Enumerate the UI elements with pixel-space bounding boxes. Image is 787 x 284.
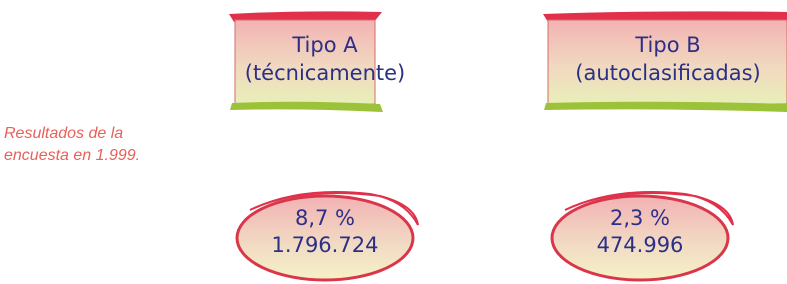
box-a: Tipo A (técnicamente) bbox=[229, 11, 405, 112]
ellipse-b: 2,3 % 474.996 bbox=[552, 192, 733, 280]
box-stroke bbox=[544, 102, 787, 112]
box-subtitle: (técnicamente) bbox=[245, 61, 405, 85]
count: 474.996 bbox=[597, 233, 684, 257]
side-label: Resultados de la bbox=[4, 125, 123, 142]
percent: 8,7 % bbox=[295, 206, 355, 230]
box-b: Tipo B (autoclasificadas) bbox=[543, 11, 787, 112]
box-title: Tipo B bbox=[634, 33, 700, 57]
count: 1.796.724 bbox=[272, 233, 379, 257]
box-subtitle: (autoclasificadas) bbox=[575, 61, 760, 85]
box-title: Tipo A bbox=[291, 33, 358, 57]
box-stroke bbox=[230, 102, 383, 112]
side-label: encuesta en 1.999. bbox=[4, 147, 140, 164]
diagram: Resultados de la encuesta en 1.999. Tipo… bbox=[0, 0, 787, 284]
page: {"side_label": {"lines": ["Resultados de… bbox=[0, 0, 787, 284]
ellipse-a: 8,7 % 1.796.724 bbox=[237, 192, 418, 280]
percent: 2,3 % bbox=[610, 206, 670, 230]
